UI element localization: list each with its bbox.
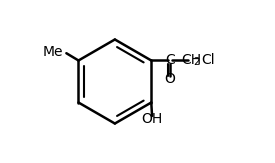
Text: C: C [165,53,175,67]
Text: CH: CH [182,53,202,67]
Text: Cl: Cl [202,53,215,67]
Text: Me: Me [42,45,63,59]
Text: OH: OH [141,112,163,126]
Text: O: O [164,72,175,86]
Text: 2: 2 [193,57,200,67]
